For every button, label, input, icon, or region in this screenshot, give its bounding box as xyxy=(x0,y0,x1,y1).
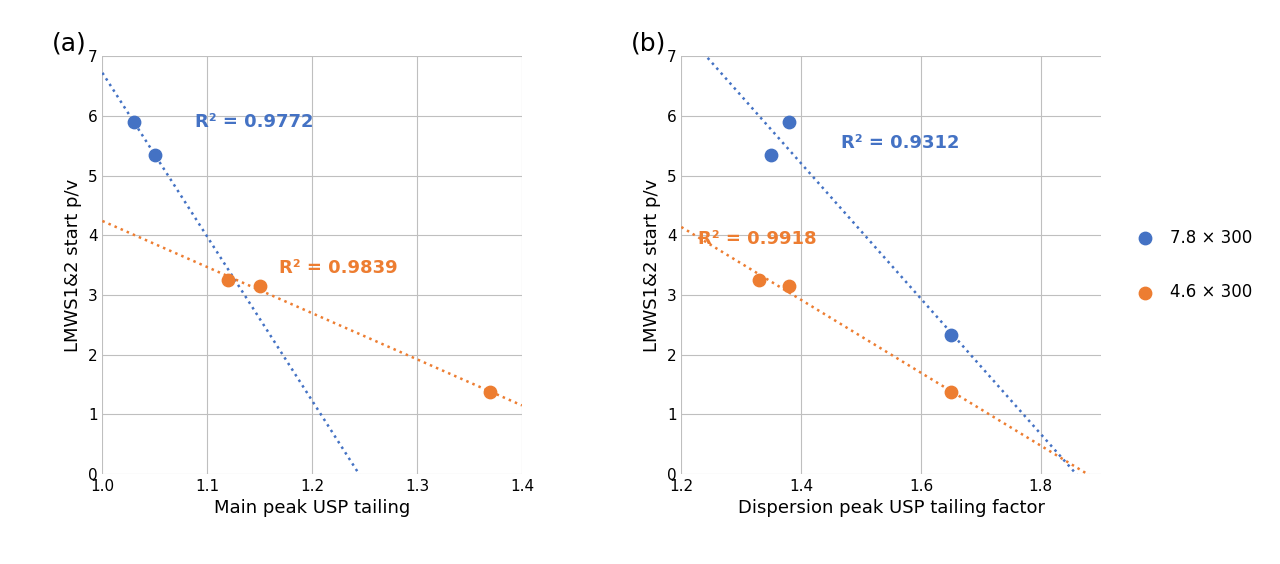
Point xyxy=(780,281,800,290)
Text: R² = 0.9772: R² = 0.9772 xyxy=(195,113,314,131)
Point xyxy=(218,275,238,284)
Point xyxy=(145,150,165,159)
Point xyxy=(124,117,145,126)
Text: (a): (a) xyxy=(52,32,87,55)
Text: (b): (b) xyxy=(631,32,667,55)
Point xyxy=(250,281,270,290)
X-axis label: Dispersion peak USP tailing factor: Dispersion peak USP tailing factor xyxy=(737,499,1044,517)
X-axis label: Main peak USP tailing: Main peak USP tailing xyxy=(214,499,411,517)
Point xyxy=(749,275,769,284)
Legend: 7.8 × 300, 4.6 × 300: 7.8 × 300, 4.6 × 300 xyxy=(1121,222,1260,308)
Y-axis label: LMWS1&2 start p/v: LMWS1&2 start p/v xyxy=(64,178,82,352)
Point xyxy=(941,387,961,396)
Point xyxy=(941,331,961,340)
Point xyxy=(760,150,781,159)
Text: R² = 0.9918: R² = 0.9918 xyxy=(698,230,817,248)
Y-axis label: LMWS1&2 start p/v: LMWS1&2 start p/v xyxy=(643,178,662,352)
Point xyxy=(480,387,500,396)
Point xyxy=(780,117,800,126)
Text: R² = 0.9312: R² = 0.9312 xyxy=(841,134,959,152)
Text: R² = 0.9839: R² = 0.9839 xyxy=(279,259,397,277)
